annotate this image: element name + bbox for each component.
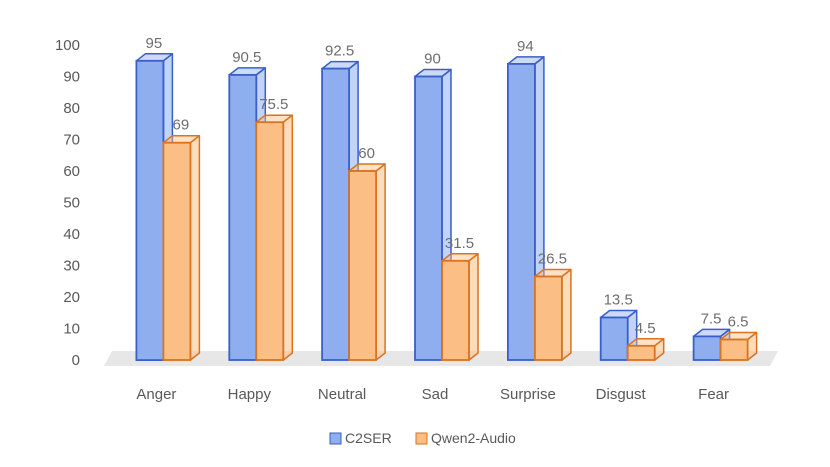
bar-c2ser-neutral <box>321 67 351 361</box>
bar-qwen2-audio-disgust <box>626 344 656 361</box>
y-tick-label-20: 20 <box>63 289 80 306</box>
data-label-c2ser-surprise: 94 <box>517 38 534 55</box>
bar-qwen2-audio-fear <box>719 338 749 361</box>
data-label-c2ser-anger: 95 <box>146 35 163 52</box>
bar-c2ser-happy <box>228 74 258 361</box>
data-label-qwen2-audio-disgust: 4.5 <box>635 320 656 337</box>
bar-c2ser-anger <box>135 59 165 361</box>
x-tick-label-surprise: Surprise <box>500 386 556 403</box>
x-tick-label-neutral: Neutral <box>318 386 366 403</box>
legend-label-qwen2-audio: Qwen2-Audio <box>431 430 516 446</box>
bar-side-qwen2-audio-neutral <box>375 163 386 361</box>
legend-label-c2ser: C2SER <box>345 430 392 446</box>
data-label-qwen2-audio-neutral: 60 <box>358 145 375 162</box>
bar-qwen2-audio-happy <box>255 121 285 361</box>
x-tick-label-anger: Anger <box>136 386 176 403</box>
y-tick-label-70: 70 <box>63 132 80 149</box>
bar-side-qwen2-audio-sad <box>468 253 479 361</box>
data-label-qwen2-audio-happy: 75.5 <box>259 96 288 113</box>
data-label-c2ser-disgust: 13.5 <box>604 292 633 309</box>
bar-side-qwen2-audio-happy <box>282 114 294 361</box>
bar-qwen2-audio-anger <box>162 141 192 361</box>
x-tick-label-disgust: Disgust <box>596 386 647 403</box>
data-label-qwen2-audio-anger: 69 <box>173 117 190 134</box>
y-tick-label-10: 10 <box>63 321 80 338</box>
bar-qwen2-audio-surprise <box>534 275 563 361</box>
y-tick-label-30: 30 <box>63 258 80 275</box>
y-tick-label-60: 60 <box>63 163 80 180</box>
y-tick-label-0: 0 <box>72 352 80 369</box>
data-label-qwen2-audio-sad: 31.5 <box>445 235 474 252</box>
y-tick-label-50: 50 <box>63 195 80 212</box>
data-label-c2ser-fear: 7.5 <box>701 310 722 327</box>
x-tick-label-fear: Fear <box>698 386 729 403</box>
bar-qwen2-audio-sad <box>441 259 470 361</box>
data-label-qwen2-audio-surprise: 26.5 <box>538 251 567 268</box>
y-tick-label-100: 100 <box>55 37 80 54</box>
bar-side-qwen2-audio-surprise <box>561 268 572 361</box>
bar-qwen2-audio-neutral <box>348 170 378 361</box>
data-label-c2ser-neutral: 92.5 <box>325 43 354 60</box>
legend-swatch-qwen2-audio <box>415 432 428 445</box>
data-label-c2ser-sad: 90 <box>424 51 441 68</box>
x-tick-label-sad: Sad <box>422 386 449 403</box>
bar-c2ser-sad <box>414 75 443 361</box>
x-tick-label-happy: Happy <box>228 386 272 403</box>
data-label-c2ser-happy: 90.5 <box>232 49 261 66</box>
legend-swatch-c2ser <box>329 432 342 445</box>
bar-c2ser-surprise <box>506 63 536 361</box>
data-label-qwen2-audio-fear: 6.5 <box>728 314 749 331</box>
bar-side-qwen2-audio-anger <box>189 134 201 361</box>
bar-c2ser-fear <box>692 335 722 361</box>
y-tick-label-80: 80 <box>63 100 80 117</box>
bar-c2ser-disgust <box>599 316 629 361</box>
y-tick-label-90: 90 <box>63 69 80 86</box>
y-tick-label-40: 40 <box>63 226 80 243</box>
